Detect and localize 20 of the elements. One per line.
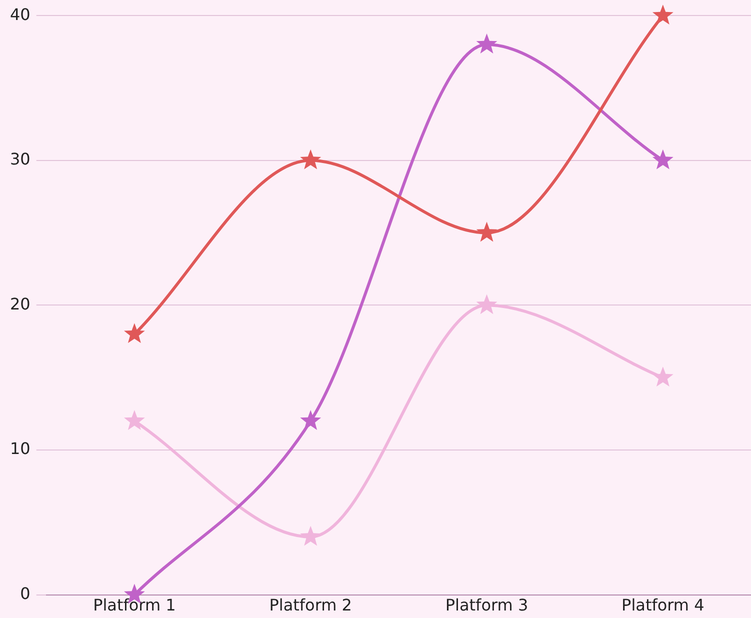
x-tick-label: Platform 1 [93,596,176,615]
point [476,294,498,314]
point [124,323,145,344]
point [652,4,674,24]
y-tick-label: 40 [10,4,30,24]
point [300,410,322,430]
point [300,149,322,170]
point [124,410,145,430]
y-tick-label: 0 [20,584,30,603]
y-tick-label: 20 [10,294,30,314]
y-tick-label: 30 [10,150,30,169]
point [476,34,498,54]
x-tick-label: Platform 2 [269,596,352,615]
point [652,149,674,170]
point [476,222,498,242]
y-tick-label: 10 [10,439,30,458]
x-tick-label: Platform 4 [622,596,704,615]
x-tick-label: Platform 3 [445,596,528,615]
point [652,366,674,386]
point [300,526,322,546]
